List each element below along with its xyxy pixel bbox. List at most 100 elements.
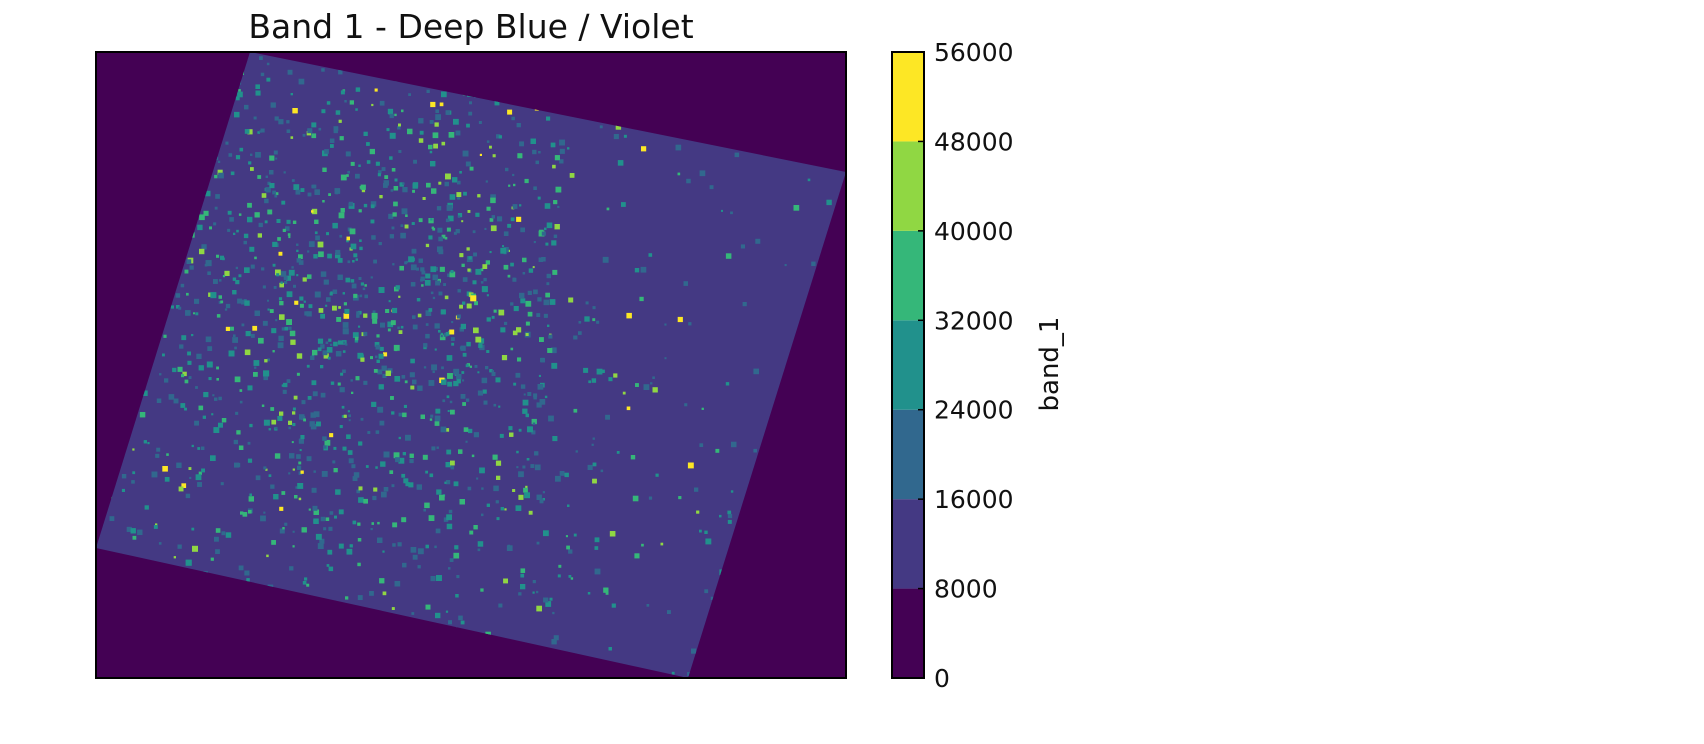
speckle — [269, 183, 275, 189]
speckle — [199, 214, 205, 221]
speckle — [345, 596, 349, 600]
speckle — [277, 237, 281, 241]
speckle — [318, 251, 324, 258]
speckle — [543, 530, 549, 537]
speckle — [512, 204, 518, 209]
speckle — [546, 273, 551, 279]
speckle — [411, 612, 415, 615]
speckle — [388, 300, 391, 303]
speckle — [181, 483, 187, 488]
speckle — [513, 183, 516, 187]
speckle — [459, 171, 462, 174]
speckle — [382, 550, 385, 553]
speckle — [740, 244, 745, 249]
speckle — [392, 212, 397, 217]
speckle — [402, 562, 407, 568]
speckle — [266, 77, 271, 82]
speckle — [462, 379, 465, 382]
speckle — [491, 372, 496, 376]
speckle — [588, 380, 591, 384]
speckle — [317, 338, 324, 344]
speckle — [520, 573, 525, 578]
speckle — [450, 465, 455, 470]
speckle — [274, 194, 278, 198]
speckle — [496, 134, 501, 139]
speckle — [247, 202, 252, 208]
speckle — [265, 468, 268, 471]
speckle — [300, 435, 305, 440]
speckle — [380, 322, 385, 328]
speckle — [286, 219, 291, 224]
speckle — [474, 365, 478, 368]
speckle — [177, 366, 183, 372]
speckle — [592, 462, 597, 467]
speckle — [519, 204, 522, 207]
speckle — [392, 522, 398, 528]
speckle — [298, 461, 302, 465]
speckle — [355, 376, 360, 381]
speckle — [613, 134, 619, 140]
speckle — [200, 446, 205, 450]
speckle — [548, 415, 554, 422]
speckle — [318, 127, 322, 131]
speckle — [425, 604, 431, 610]
speckle — [365, 465, 369, 468]
speckle — [196, 353, 202, 359]
speckle — [199, 248, 205, 255]
speckle — [191, 527, 195, 531]
speckle — [363, 331, 368, 336]
speckle — [418, 218, 423, 223]
speckle — [363, 203, 368, 208]
speckle — [449, 329, 455, 335]
speckle — [573, 533, 577, 537]
speckle — [449, 400, 453, 404]
speckle — [466, 247, 470, 251]
speckle — [263, 466, 267, 470]
speckle — [545, 292, 550, 298]
speckle — [441, 379, 447, 385]
speckle — [290, 136, 294, 139]
speckle — [153, 525, 158, 529]
speckle — [322, 167, 327, 172]
speckle — [458, 615, 463, 621]
speckle — [422, 454, 428, 460]
speckle — [447, 273, 451, 277]
speckle — [445, 110, 451, 115]
speckle — [599, 125, 603, 129]
speckle — [404, 380, 408, 384]
speckle — [191, 444, 194, 448]
speckle — [420, 414, 425, 419]
speckle — [484, 227, 487, 230]
speckle — [180, 283, 185, 288]
speckle — [538, 230, 545, 237]
speckle — [477, 390, 483, 396]
colorbar-level-5 — [892, 141, 924, 231]
speckle — [523, 487, 528, 493]
speckle — [441, 234, 446, 239]
speckle — [478, 338, 485, 344]
speckle — [268, 428, 271, 431]
speckle — [317, 347, 322, 352]
speckle — [402, 452, 406, 456]
speckle — [214, 397, 218, 401]
speckle — [699, 443, 704, 447]
speckle — [412, 324, 418, 330]
speckle — [550, 142, 556, 148]
speckle — [289, 566, 294, 571]
speckle — [327, 253, 332, 259]
speckle — [358, 441, 363, 446]
speckle — [330, 343, 333, 346]
speckle — [275, 426, 278, 430]
speckle — [568, 297, 574, 303]
speckle — [225, 326, 230, 331]
speckle — [412, 182, 419, 188]
speckle — [121, 474, 127, 479]
speckle — [282, 228, 286, 232]
speckle — [493, 485, 499, 492]
speckle — [417, 548, 424, 555]
speckle — [315, 235, 320, 241]
speckle — [278, 119, 284, 125]
speckle — [239, 400, 243, 404]
speckle — [621, 202, 626, 207]
speckle — [436, 446, 439, 449]
